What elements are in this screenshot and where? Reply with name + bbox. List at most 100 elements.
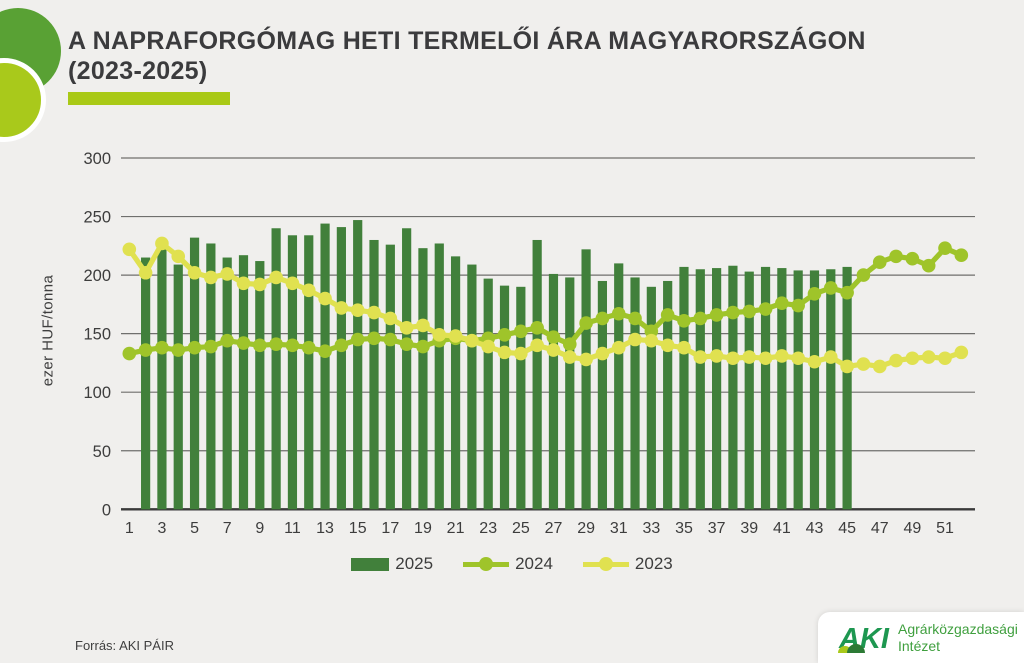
point-2023-week-29 — [579, 352, 593, 367]
legend-label-2023: 2023 — [634, 554, 673, 573]
point-2024-week-40 — [758, 302, 773, 316]
x-tick-week-7: 7 — [223, 520, 232, 537]
bar-2025-week-5 — [189, 237, 200, 510]
bar-2025-week-26 — [532, 239, 542, 510]
point-2024-week-52 — [954, 248, 969, 262]
line-path-2023 — [127, 240, 963, 370]
point-2023-week-34 — [660, 338, 675, 353]
legend-swatch-bar-2025 — [351, 557, 390, 571]
point-2024-week-50 — [921, 258, 936, 273]
bar-2025-week-3 — [157, 246, 167, 510]
x-tick-week-35: 35 — [675, 520, 693, 537]
point-2024-week-31 — [611, 306, 626, 321]
point-2023-week-5 — [187, 265, 202, 280]
bar-2025-week-16 — [369, 239, 379, 510]
point-2023-week-25 — [514, 346, 528, 361]
y-tick-100: 100 — [83, 384, 111, 402]
point-2023-week-21 — [448, 329, 463, 343]
point-2023-week-19 — [416, 318, 430, 333]
bar-2025-week-18 — [402, 228, 412, 510]
point-2024-week-25 — [514, 324, 528, 339]
point-2023-week-6 — [204, 270, 218, 285]
bar-2025-week-13 — [320, 223, 330, 510]
point-2023-week-4 — [171, 249, 186, 264]
point-2024-week-46 — [856, 268, 871, 282]
x-tick-week-19: 19 — [414, 520, 432, 537]
y-axis-tick-labels: 0 50 100 150 200 250 300 — [83, 150, 111, 519]
point-2023-week-7 — [220, 267, 234, 281]
point-2023-week-20 — [432, 328, 447, 342]
bar-2025-week-45 — [842, 266, 852, 510]
point-2023-week-28 — [562, 350, 577, 364]
bar-2025-week-2 — [141, 257, 151, 510]
point-2023-week-13 — [318, 291, 332, 306]
point-2024-week-14 — [334, 338, 349, 353]
point-2024-week-49 — [905, 251, 920, 266]
point-2024-week-15 — [350, 332, 365, 347]
legend-swatch-line-2023 — [582, 557, 629, 571]
point-2024-week-8 — [236, 336, 251, 350]
aki-logo-card: AKI Agrárközgazdasági Intézet — [818, 612, 1024, 663]
bar-2025-week-29 — [581, 249, 591, 510]
point-2023-week-40 — [758, 351, 773, 366]
x-tick-week-31: 31 — [610, 520, 628, 537]
source-note: Forrás: AKI PÁIR — [75, 638, 174, 653]
point-2023-week-33 — [644, 333, 659, 348]
point-2024-week-6 — [204, 339, 218, 354]
bar-2025-week-19 — [418, 248, 428, 510]
point-2023-week-9 — [253, 277, 267, 292]
x-tick-week-45: 45 — [838, 520, 856, 537]
bar-2025-week-12 — [304, 235, 314, 510]
bar-2025-week-9 — [255, 261, 265, 510]
point-2023-week-16 — [367, 305, 381, 320]
bar-2025-week-34 — [663, 280, 673, 510]
aki-logo-name: Agrárközgazdasági Intézet — [898, 621, 1018, 655]
bar-2025-week-10 — [271, 228, 281, 510]
line-path-2024 — [128, 245, 963, 357]
page-title: A NAPRAFORGÓMAG HETI TERMELŐI ÁRA MAGYAR… — [68, 26, 948, 86]
x-tick-week-47: 47 — [871, 520, 889, 537]
line-2024 — [122, 241, 969, 361]
point-2023-week-41 — [775, 349, 789, 363]
bar-2025-week-27 — [548, 273, 559, 510]
point-2023-week-48 — [889, 353, 903, 368]
bar-2025-week-43 — [809, 270, 820, 510]
x-tick-week-41: 41 — [773, 520, 791, 537]
bar-2025-week-24 — [499, 285, 510, 510]
x-tick-week-23: 23 — [479, 520, 497, 537]
x-tick-week-37: 37 — [708, 520, 726, 537]
x-tick-week-51: 51 — [936, 520, 954, 537]
point-2023-week-32 — [628, 332, 642, 347]
x-tick-week-15: 15 — [349, 520, 367, 537]
point-2024-week-28 — [562, 337, 577, 351]
point-2023-week-35 — [677, 340, 691, 355]
point-2024-week-3 — [155, 340, 169, 355]
x-tick-week-9: 9 — [255, 520, 264, 537]
point-2024-week-4 — [171, 343, 186, 357]
y-tick-300: 300 — [83, 150, 111, 168]
legend-item-2025: 2025 — [351, 554, 433, 574]
point-2024-week-30 — [595, 311, 610, 326]
bar-2025-week-42 — [793, 270, 803, 510]
point-2023-week-10 — [269, 270, 283, 285]
point-2024-week-17 — [383, 332, 398, 347]
point-2024-week-11 — [285, 338, 300, 353]
bar-2025-week-17 — [385, 244, 395, 510]
point-2023-week-1 — [122, 242, 137, 257]
point-2024-week-35 — [677, 313, 691, 328]
logo-name-line-1: Agrárközgazdasági — [898, 620, 1018, 637]
bar-2025-week-37 — [712, 268, 722, 510]
point-2024-week-2 — [138, 343, 153, 357]
x-tick-week-17: 17 — [381, 520, 399, 537]
point-2024-week-27 — [546, 330, 561, 344]
bar-2025-week-20 — [434, 243, 444, 510]
point-2024-week-18 — [399, 337, 414, 351]
x-tick-week-43: 43 — [806, 520, 824, 537]
y-tick-200: 200 — [83, 267, 111, 285]
bar-2025-week-4 — [173, 264, 183, 510]
point-2024-week-33 — [644, 324, 659, 339]
bar-2025-week-7 — [222, 257, 232, 510]
bar-2025-week-15 — [353, 220, 363, 510]
bar-2025-week-39 — [744, 271, 754, 510]
